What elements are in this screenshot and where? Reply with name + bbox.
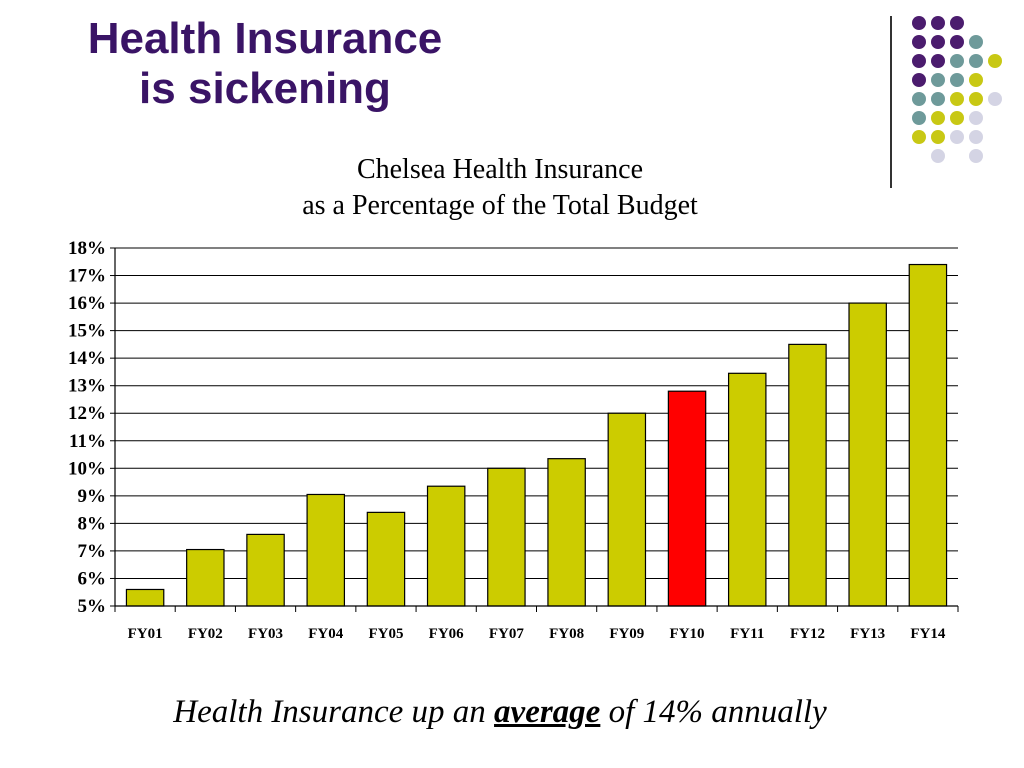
slide-title-line-1: Health Insurance — [87, 14, 443, 63]
x-tick-label: FY05 — [368, 626, 403, 642]
y-tick-label: 9% — [78, 486, 107, 507]
bar-highlight — [667, 390, 707, 607]
x-tick-label: FY03 — [248, 626, 283, 642]
x-tick-label: FY08 — [549, 626, 584, 642]
x-tick-label: FY12 — [790, 626, 825, 642]
x-tick-label: FY02 — [188, 626, 223, 642]
bar — [607, 412, 647, 607]
y-tick-label: 13% — [68, 376, 106, 397]
bar — [186, 548, 225, 607]
x-tick-label: FY01 — [128, 626, 163, 642]
y-tick-label: 17% — [68, 266, 106, 287]
y-tick-label: 14% — [68, 348, 106, 369]
caption-text-after: of 14% annually — [600, 694, 827, 730]
bar — [908, 263, 948, 607]
bar — [366, 511, 406, 607]
bar — [848, 302, 887, 607]
x-tick-label: FY14 — [910, 626, 945, 642]
bar — [487, 467, 526, 607]
slide-caption: Health Insurance up an average of 14% an… — [0, 694, 1000, 731]
bar — [547, 458, 586, 607]
y-tick-label: 10% — [68, 458, 106, 479]
slide-title-line-2: is sickening — [139, 64, 391, 113]
x-tick-label: FY09 — [609, 626, 644, 642]
x-tick-label: FY10 — [670, 626, 705, 642]
y-tick-label: 18% — [68, 238, 106, 259]
y-tick-label: 12% — [68, 403, 106, 424]
bar — [246, 533, 285, 607]
bar — [125, 588, 165, 607]
y-tick-label: 15% — [68, 321, 106, 342]
caption-text-before: Health Insurance up an — [173, 694, 495, 730]
x-tick-label: FY06 — [429, 626, 464, 642]
bar — [426, 485, 466, 607]
bar — [727, 372, 767, 607]
x-tick-label: FY07 — [489, 626, 524, 642]
x-tick-label: FY11 — [730, 626, 764, 642]
chart-title-line-1: Chelsea Health Insurance — [356, 154, 644, 185]
bar-chart: 5% 6% 7% 8% 9% 10% 11% 12% 13% 14% 15% 16% 17% 18% FY0… — [68, 238, 959, 642]
y-tick-label: 7% — [78, 541, 107, 562]
y-tick-label: 11% — [69, 431, 106, 452]
slide-title: Health Insurance is sickening — [40, 14, 490, 114]
x-tick-label: FY04 — [308, 626, 343, 642]
chart-title-line-2: as a Percentage of the Total Budget — [302, 190, 698, 221]
decorative-divider — [890, 16, 892, 188]
caption-emphasis: average — [494, 694, 601, 730]
y-tick-label: 5% — [78, 596, 107, 617]
bar — [306, 493, 346, 607]
x-tick-label: FY13 — [850, 626, 885, 642]
y-tick-label: 8% — [78, 513, 107, 534]
y-tick-label: 6% — [78, 568, 107, 589]
y-tick-label: 16% — [68, 293, 106, 314]
chart-title: Chelsea Health Insurance as a Percentage… — [180, 152, 820, 224]
bar — [788, 343, 827, 607]
